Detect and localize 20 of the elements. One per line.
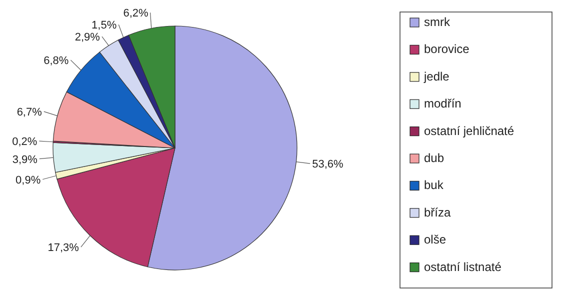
legend-label: olše <box>424 232 446 247</box>
data-label: 17,3% <box>48 242 80 254</box>
data-label: 3,9% <box>12 154 38 166</box>
legend-label: ostatní listnaté <box>424 260 502 274</box>
data-label: 2,9% <box>74 32 100 44</box>
legend-label: bříza <box>424 205 452 220</box>
legend-label: smrk <box>424 15 451 29</box>
legend-label: dub <box>424 151 444 165</box>
data-label: 0,9% <box>16 174 41 186</box>
legend-label: jedle <box>423 69 450 84</box>
data-label: 1,5% <box>92 20 117 32</box>
data-label: 0,2% <box>12 136 38 148</box>
data-label: 6,2% <box>123 8 149 20</box>
data-label: 6,8% <box>44 55 69 68</box>
data-label: 53,6% <box>312 158 344 171</box>
legend-label: ostatní jehličnaté <box>424 124 514 138</box>
data-label: 6,7% <box>16 106 42 119</box>
legend-label: buk <box>424 178 444 192</box>
legend-label: modřín <box>424 96 462 111</box>
legend-label: borovice <box>424 42 470 56</box>
